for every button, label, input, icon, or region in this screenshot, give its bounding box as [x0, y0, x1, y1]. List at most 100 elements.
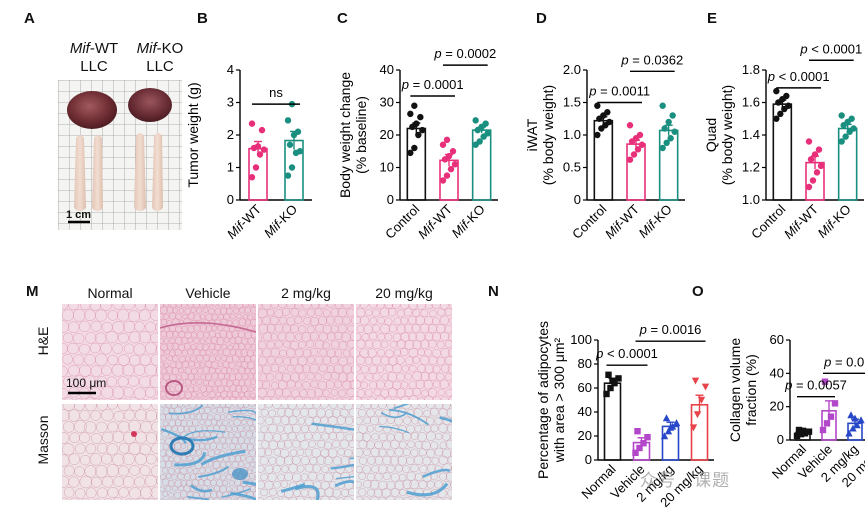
data-point: [638, 141, 646, 148]
data-point: [821, 378, 829, 385]
hist-tile-he-3: [356, 304, 452, 400]
panel-letter-o: O: [692, 283, 704, 300]
x-category-label: Control: [748, 201, 788, 241]
hist-tile-masson-3: [356, 404, 452, 500]
data-point: [838, 112, 845, 119]
data-point: [286, 141, 294, 148]
data-point: [248, 174, 256, 181]
data-point: [827, 413, 835, 420]
data-point: [626, 122, 634, 129]
data-point: [838, 138, 845, 145]
data-point: [482, 120, 489, 127]
data-point: [411, 144, 418, 152]
data-point: [603, 390, 610, 398]
data-point: [805, 183, 813, 191]
ytick-label: 1.0: [742, 192, 760, 207]
ytick-label: 60: [770, 332, 784, 347]
ytick-label: 3: [227, 95, 234, 110]
comparison-label: p = 0.0001: [401, 77, 464, 92]
data-point: [847, 411, 855, 419]
data-point: [476, 138, 483, 145]
ytick-label: 0.5: [563, 160, 581, 175]
data-point: [693, 411, 702, 419]
comparison-label: ns: [269, 85, 283, 100]
y-axis-label: Collagen volume: [727, 338, 743, 442]
data-point: [634, 428, 641, 435]
ytick-label: 1: [227, 160, 234, 175]
ytick-label: 60: [578, 380, 592, 395]
comparison-label: p < 0.0001: [767, 69, 830, 84]
tumor-photo: 1 cm: [58, 80, 182, 230]
data-point: [797, 430, 805, 438]
bar-N-2: [660, 414, 681, 461]
data-point: [443, 172, 451, 179]
ytick-label: 1.6: [742, 95, 760, 110]
data-point: [813, 169, 821, 176]
data-point: [607, 384, 614, 392]
data-point: [853, 421, 861, 429]
wt-tumor: [67, 91, 117, 129]
comparison-label: p = 0.0002: [433, 46, 496, 61]
data-point: [260, 146, 268, 153]
data-point: [660, 432, 669, 440]
y-axis-label: with area > 300 μm²: [551, 337, 567, 463]
hist-tile-he-2: [258, 304, 354, 400]
ytick-label: 80: [578, 356, 592, 371]
data-point: [407, 110, 414, 118]
data-point: [296, 148, 304, 155]
data-point: [632, 449, 639, 456]
ytick-label: 0: [585, 452, 592, 467]
data-point: [817, 162, 825, 170]
data-point: [248, 120, 256, 127]
histology-images: [62, 304, 452, 500]
hist-tile-masson-2: [258, 404, 354, 500]
x-category-label: Mif-KO: [636, 202, 675, 241]
watermark: 众号 · 课题: [640, 471, 731, 490]
ytick-label: 0: [574, 192, 581, 207]
chart-c: 0 10 20 30 40 Body weight change (% baseline) C…: [337, 46, 498, 242]
hist-tile-he-0: [62, 304, 158, 400]
ytick-label: 0: [387, 192, 394, 207]
comparison-label: p < 0.0001: [595, 346, 658, 361]
x-category-label: Control: [569, 201, 609, 241]
hist-scalebar-label: 100 μm: [66, 376, 107, 390]
panel-letter-m: M: [26, 283, 39, 300]
data-point: [811, 151, 819, 158]
data-point: [636, 444, 643, 452]
ytick-label: 1.2: [742, 160, 760, 175]
data-point: [609, 377, 616, 384]
y-axis-label: Percentage of adipocytes: [535, 321, 551, 479]
data-point: [672, 419, 681, 426]
data-point: [254, 143, 262, 150]
data-point: [805, 428, 813, 435]
data-point: [451, 161, 459, 168]
hist-col-normal: Normal: [87, 285, 133, 301]
data-point: [842, 133, 849, 140]
hist-col-2mg: 2 mg/kg: [281, 285, 331, 301]
data-point: [284, 117, 292, 124]
data-point: [417, 113, 424, 121]
data-point: [669, 112, 676, 119]
bar-D-2: [658, 102, 679, 201]
data-point: [634, 146, 642, 153]
x-category-label: Mif-WT: [415, 201, 455, 241]
data-point: [449, 148, 457, 155]
comparison-label: p = 0.0016: [639, 322, 702, 337]
data-point: [626, 156, 634, 163]
x-category-label: Mif-WT: [602, 201, 642, 241]
data-point: [793, 432, 801, 440]
data-point: [815, 146, 823, 153]
bar-N-3: [689, 377, 710, 461]
comparison-label: p = 0.0011: [588, 84, 650, 99]
bar-E-2: [837, 112, 858, 201]
bar-E-0: [772, 87, 793, 201]
hist-tile-he-1: [160, 304, 256, 400]
data-point: [256, 151, 264, 158]
y-axis-label: (% baseline): [353, 96, 369, 174]
data-point: [667, 135, 674, 142]
data-point: [799, 427, 807, 435]
y-axis-label: fraction (%): [743, 354, 759, 426]
ytick-label: 40: [770, 365, 784, 380]
data-point: [636, 131, 644, 139]
